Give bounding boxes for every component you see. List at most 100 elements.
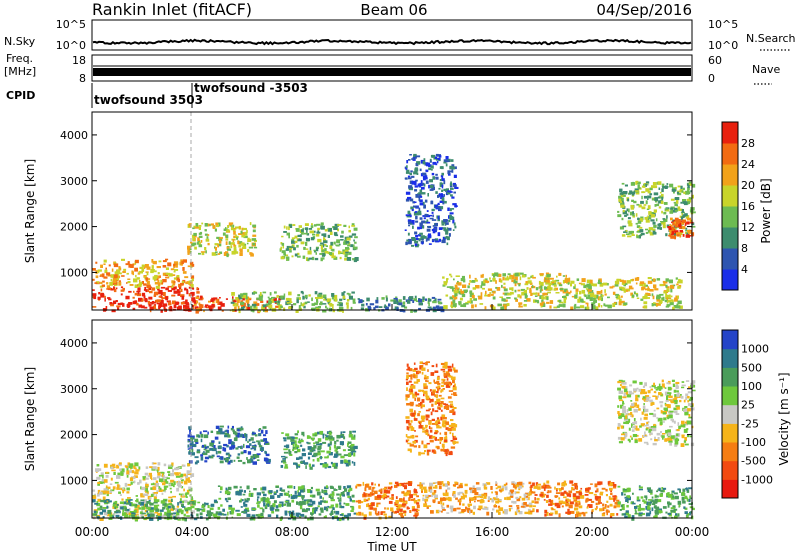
velocity-cell bbox=[554, 495, 558, 498]
power-cell bbox=[125, 295, 130, 300]
velocity-cell bbox=[527, 508, 531, 511]
power-cell bbox=[636, 235, 640, 239]
velocity-cell bbox=[246, 457, 248, 460]
power-cell bbox=[543, 292, 548, 296]
power-cell bbox=[450, 191, 453, 193]
power-cell bbox=[168, 302, 172, 306]
power-cell bbox=[665, 284, 668, 288]
power-cell bbox=[462, 284, 467, 288]
velocity-cell bbox=[637, 507, 642, 512]
velocity-cell bbox=[438, 485, 442, 490]
velocity-cell bbox=[530, 484, 533, 488]
power-cell bbox=[200, 240, 203, 243]
velocity-cell bbox=[209, 513, 211, 518]
power-cell bbox=[665, 305, 670, 308]
velocity-cell bbox=[98, 481, 103, 484]
power-cell bbox=[677, 192, 682, 196]
power-cell bbox=[191, 242, 195, 247]
velocity-cell bbox=[589, 506, 592, 508]
power-cell bbox=[677, 185, 681, 188]
velocity-cell bbox=[317, 450, 321, 453]
velocity-cell bbox=[258, 433, 262, 437]
velocity-cell bbox=[583, 512, 586, 517]
velocity-cell bbox=[304, 509, 308, 513]
velocity-cell bbox=[133, 509, 137, 513]
power-cell bbox=[126, 272, 129, 275]
power-cell bbox=[521, 274, 526, 278]
velocity-cell bbox=[429, 427, 433, 429]
velocity-cell bbox=[422, 497, 425, 502]
power-cell bbox=[656, 296, 661, 300]
power-cell bbox=[452, 219, 455, 224]
velocity-cell bbox=[169, 487, 172, 490]
velocity-cell bbox=[317, 431, 321, 435]
power-cell bbox=[555, 292, 560, 294]
velocity-cell bbox=[498, 511, 501, 515]
power-echo-region bbox=[279, 222, 359, 263]
power-cell bbox=[450, 301, 454, 305]
velocity-cell bbox=[343, 459, 347, 463]
power-cell bbox=[650, 214, 656, 218]
velocity-cell bbox=[413, 381, 419, 384]
power-cell bbox=[483, 279, 487, 282]
velocity-cell bbox=[433, 490, 437, 493]
velocity-cell bbox=[418, 404, 420, 407]
power-cell bbox=[411, 180, 416, 185]
velocity-cell bbox=[418, 451, 421, 456]
power-cell bbox=[327, 227, 329, 230]
power-cell bbox=[315, 306, 319, 309]
velocity-cell bbox=[636, 499, 641, 502]
velocity-cell bbox=[531, 491, 536, 494]
power-cell bbox=[314, 291, 318, 295]
velocity-cell bbox=[309, 436, 312, 439]
velocity-cell bbox=[316, 491, 321, 496]
velocity-cell bbox=[645, 497, 648, 501]
power-cell bbox=[681, 209, 684, 213]
power-cell bbox=[639, 281, 645, 285]
power-cell bbox=[258, 309, 261, 313]
velocity-cell bbox=[133, 480, 136, 484]
velocity-cell bbox=[424, 498, 429, 502]
power-cell bbox=[134, 300, 138, 304]
velocity-cell bbox=[408, 482, 412, 486]
velocity-cell bbox=[120, 487, 123, 491]
velocity-cell bbox=[184, 509, 189, 512]
power-cell bbox=[674, 208, 679, 212]
power-cell bbox=[436, 306, 438, 309]
power-cell bbox=[662, 221, 666, 224]
power-cell bbox=[288, 303, 292, 305]
power-cell bbox=[652, 221, 656, 225]
velocity-cell bbox=[608, 480, 611, 484]
velocity-cell bbox=[236, 513, 241, 517]
power-cell bbox=[446, 242, 449, 246]
power-cell bbox=[217, 253, 221, 255]
velocity-cell bbox=[684, 423, 688, 426]
velocity-cell bbox=[330, 461, 333, 465]
velocity-cell bbox=[101, 481, 105, 484]
velocity-cell bbox=[219, 425, 224, 428]
velocity-cell bbox=[258, 442, 260, 445]
power-cell bbox=[487, 293, 491, 297]
velocity-cell bbox=[435, 394, 438, 398]
velocity-cell bbox=[209, 507, 214, 511]
power-cell bbox=[396, 301, 399, 305]
power-cell bbox=[656, 294, 661, 298]
velocity-cell bbox=[192, 443, 197, 448]
velocity-cell bbox=[297, 492, 302, 496]
velocity-cell bbox=[355, 485, 358, 489]
velocity-cell bbox=[430, 399, 434, 402]
power-cell bbox=[534, 299, 539, 303]
velocity-cell bbox=[396, 508, 402, 511]
velocity-cell bbox=[399, 482, 405, 486]
velocity-cell bbox=[495, 498, 499, 501]
power-cell bbox=[429, 179, 433, 183]
power-cell bbox=[594, 294, 599, 299]
velocity-cell bbox=[671, 490, 675, 493]
velocity-cell bbox=[382, 494, 385, 499]
velocity-cell bbox=[330, 499, 335, 502]
power-cell bbox=[617, 214, 622, 218]
power-cell bbox=[127, 278, 131, 280]
velocity-cell bbox=[512, 501, 517, 504]
velocity-cell bbox=[642, 397, 647, 401]
power-cell bbox=[591, 305, 596, 309]
